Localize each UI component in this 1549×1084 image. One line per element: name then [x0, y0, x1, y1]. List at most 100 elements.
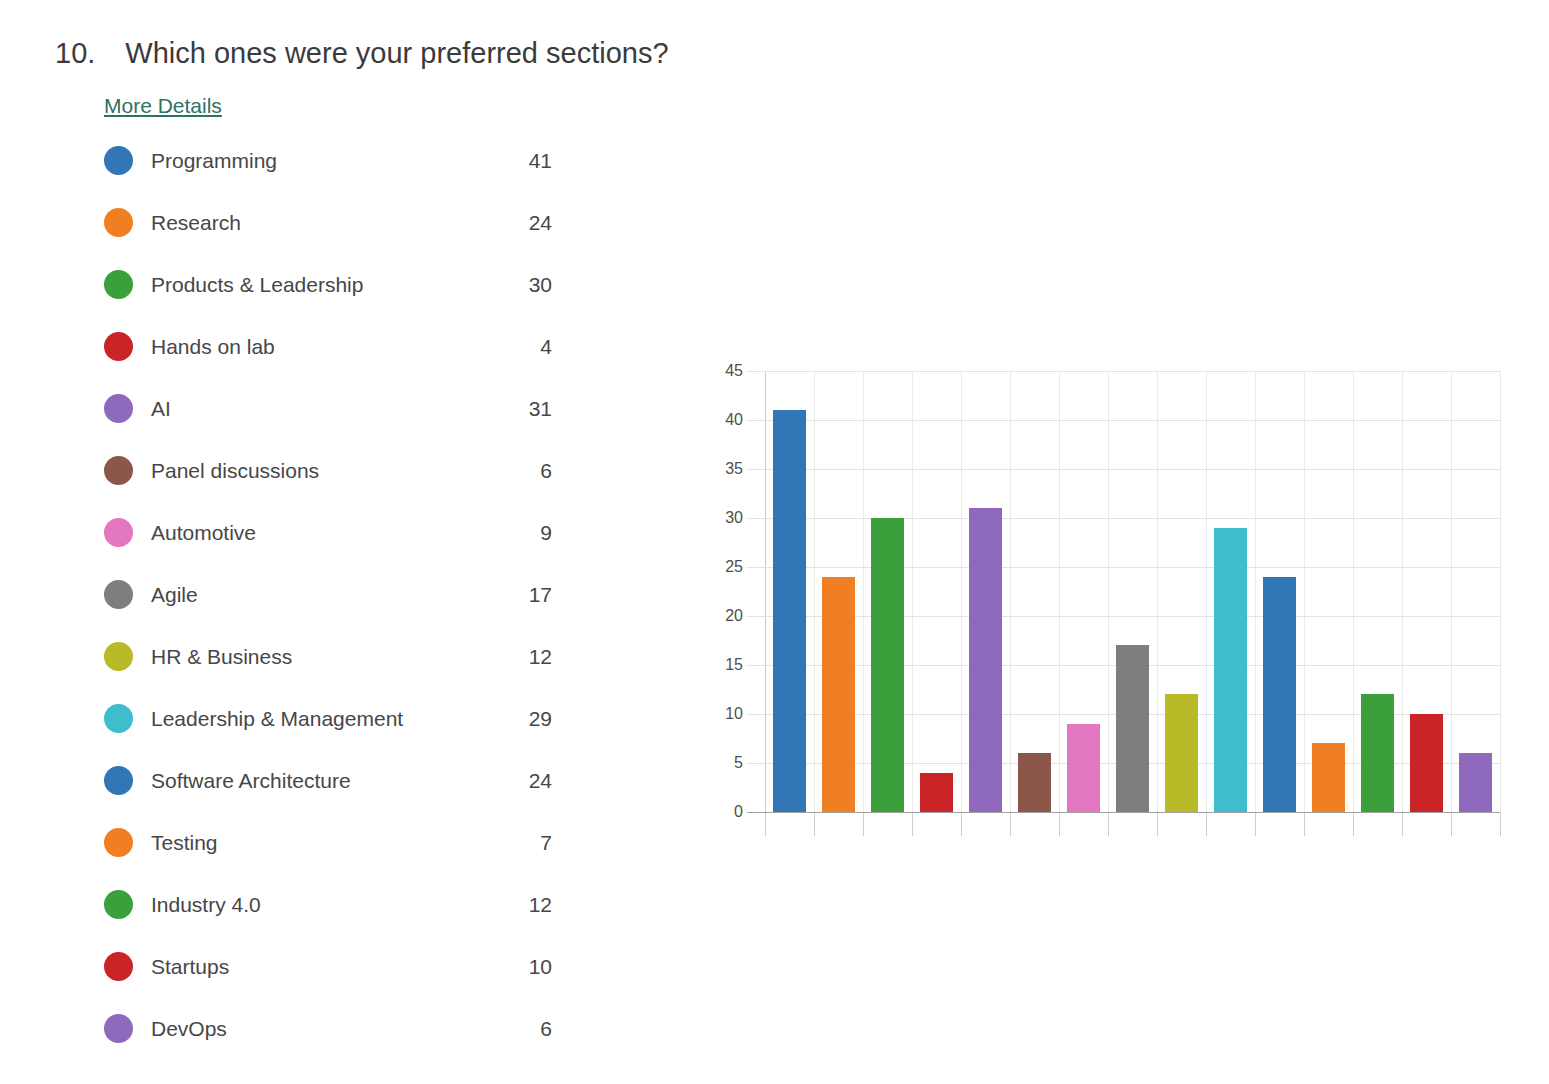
legend-item-value: 6 — [462, 456, 552, 485]
legend-item-value: 7 — [462, 828, 552, 857]
horizontal-gridline — [747, 469, 1500, 470]
chart-bar-agile — [1116, 645, 1149, 812]
legend-color-dot — [104, 952, 133, 981]
chart-legend: Programming 41 Research24 Products & Leader… — [104, 146, 552, 1076]
legend-item: Industry 4.0 12 — [104, 890, 552, 920]
x-axis-tick — [1255, 812, 1256, 836]
chart-bar-panel-discussions — [1018, 753, 1051, 812]
legend-item-label: Software Architecture — [151, 766, 351, 795]
legend-color-dot — [104, 518, 133, 547]
legend-item: Startups10 — [104, 952, 552, 982]
legend-color-dot — [104, 890, 133, 919]
legend-item-value: 10 — [462, 952, 552, 981]
x-axis-tick — [765, 812, 766, 836]
legend-item: Testing 7 — [104, 828, 552, 858]
legend-item: HR & Business12 — [104, 642, 552, 672]
chart-bar-automotive — [1067, 724, 1100, 812]
y-axis-tick-label: 30 — [691, 508, 743, 528]
vertical-gridline — [1010, 371, 1011, 812]
x-axis-baseline — [747, 812, 1500, 813]
y-axis-tick-label: 5 — [691, 753, 743, 773]
legend-color-dot — [104, 332, 133, 361]
question-title: 10.Which ones were your preferred sectio… — [55, 32, 669, 74]
y-axis-tick-label: 10 — [691, 704, 743, 724]
vertical-gridline — [1108, 371, 1109, 812]
horizontal-gridline — [747, 371, 1500, 372]
legend-item-label: HR & Business — [151, 642, 292, 671]
legend-item-label: Industry 4.0 — [151, 890, 261, 919]
legend-item-label: DevOps — [151, 1014, 227, 1043]
question-text: Which ones were your preferred sections? — [125, 32, 668, 74]
chart-bar-industry-4-0 — [1361, 694, 1394, 812]
legend-item: AI 31 — [104, 394, 552, 424]
vertical-gridline — [1304, 371, 1305, 812]
legend-color-dot — [104, 766, 133, 795]
vertical-gridline — [1353, 371, 1354, 812]
chart-bar-programming — [773, 410, 806, 812]
legend-color-dot — [104, 456, 133, 485]
vertical-gridline — [1206, 371, 1207, 812]
chart-bar-testing — [1312, 743, 1345, 812]
legend-item-value: 6 — [462, 1014, 552, 1043]
x-axis-tick — [863, 812, 864, 836]
chart-bar-leadership-management — [1214, 528, 1247, 812]
chart-bar-software-architecture — [1263, 577, 1296, 812]
legend-item-label: Programming — [151, 146, 277, 175]
legend-item-label: Automotive — [151, 518, 256, 547]
y-axis-tick-label: 45 — [691, 361, 743, 381]
legend-item: Hands on lab4 — [104, 332, 552, 362]
legend-item-label: Agile — [151, 580, 198, 609]
legend-color-dot — [104, 704, 133, 733]
legend-item: Programming 41 — [104, 146, 552, 176]
legend-item-value: 4 — [462, 332, 552, 361]
y-axis-line — [765, 371, 766, 812]
x-axis-tick — [814, 812, 815, 836]
legend-item: DevOps 6 — [104, 1014, 552, 1044]
legend-item: Automotive9 — [104, 518, 552, 548]
horizontal-gridline — [747, 567, 1500, 568]
x-axis-tick — [1451, 812, 1452, 836]
legend-item-label: AI — [151, 394, 171, 423]
chart-bar-ai — [969, 508, 1002, 812]
legend-item-value: 41 — [462, 146, 552, 175]
horizontal-gridline — [747, 518, 1500, 519]
legend-item: Research24 — [104, 208, 552, 238]
legend-item-value: 31 — [462, 394, 552, 423]
vertical-gridline — [1402, 371, 1403, 812]
horizontal-gridline — [747, 616, 1500, 617]
y-axis-tick-label: 35 — [691, 459, 743, 479]
legend-color-dot — [104, 208, 133, 237]
legend-color-dot — [104, 270, 133, 299]
legend-item-value: 29 — [462, 704, 552, 733]
y-axis-tick-label: 0 — [691, 802, 743, 822]
more-details-link[interactable]: More Details — [104, 92, 222, 120]
chart-bar-hands-on-lab — [920, 773, 953, 812]
chart-bar-products-leadership — [871, 518, 904, 812]
x-axis-tick — [1206, 812, 1207, 836]
legend-item-label: Testing — [151, 828, 218, 857]
legend-item-label: Research — [151, 208, 241, 237]
x-axis-tick — [1353, 812, 1354, 836]
vertical-gridline — [1059, 371, 1060, 812]
legend-item: Panel discussions6 — [104, 456, 552, 486]
vertical-gridline — [1157, 371, 1158, 812]
y-axis-tick-label: 40 — [691, 410, 743, 430]
legend-item-value: 12 — [462, 890, 552, 919]
bar-chart: 051015202530354045 — [698, 358, 1510, 850]
horizontal-gridline — [747, 420, 1500, 421]
chart-bar-hr-business — [1165, 694, 1198, 812]
x-axis-tick — [1304, 812, 1305, 836]
x-axis-tick — [961, 812, 962, 836]
x-axis-tick — [1108, 812, 1109, 836]
vertical-gridline — [1255, 371, 1256, 812]
chart-bar-devops — [1459, 753, 1492, 812]
vertical-gridline — [961, 371, 962, 812]
survey-results-page: 10.Which ones were your preferred sectio… — [0, 0, 1549, 1084]
vertical-gridline — [1451, 371, 1452, 812]
legend-color-dot — [104, 828, 133, 857]
legend-color-dot — [104, 1014, 133, 1043]
legend-item-label: Products & Leadership — [151, 270, 363, 299]
x-axis-tick — [1059, 812, 1060, 836]
legend-item: Products & Leadership30 — [104, 270, 552, 300]
legend-color-dot — [104, 642, 133, 671]
